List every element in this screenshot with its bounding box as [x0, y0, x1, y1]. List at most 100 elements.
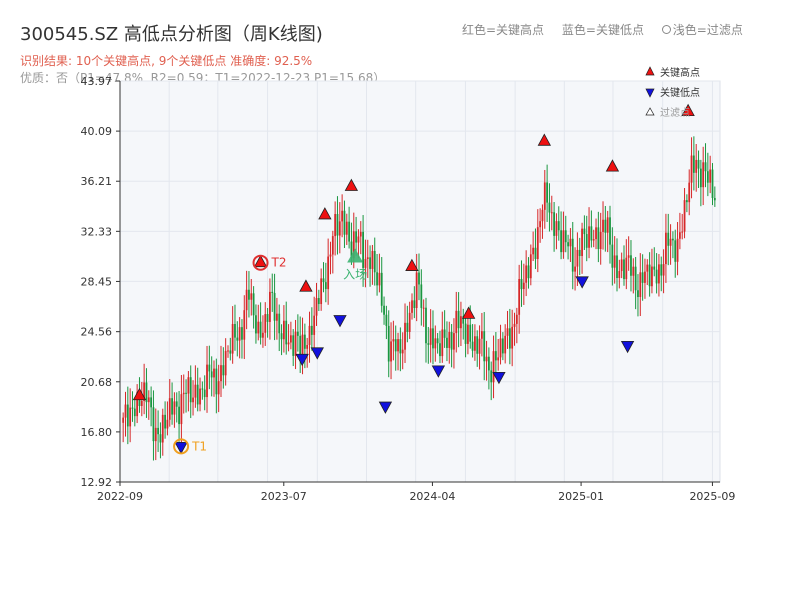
candle-body [595, 227, 597, 240]
candle-body [578, 249, 581, 257]
candle-body [623, 259, 625, 280]
candle-body [366, 257, 369, 259]
x-tick-label: 2023-07 [261, 490, 307, 503]
candle-body [658, 264, 660, 284]
candle-body [474, 336, 476, 351]
candle-body [709, 169, 712, 183]
candle-body [706, 171, 709, 183]
candle-body [699, 168, 702, 188]
candle-body [224, 350, 227, 376]
x-tick-label: 2022-09 [97, 490, 143, 503]
y-tick-label: 32.33 [81, 225, 113, 238]
candle-body [425, 307, 427, 344]
candle-body [501, 338, 504, 354]
candle-body [241, 327, 243, 340]
legend-high-icon [645, 66, 655, 76]
candle-body [548, 202, 551, 213]
candle-body [231, 324, 234, 354]
candle-body [478, 338, 481, 354]
candle-body [527, 265, 530, 279]
candle-body [394, 339, 397, 352]
candle-body [674, 240, 677, 262]
candle-body [606, 217, 609, 233]
candle-body [262, 332, 264, 338]
candle-body [420, 284, 423, 308]
candle-body [150, 397, 153, 408]
candle-body [194, 384, 197, 398]
annotation-label: T2 [271, 256, 287, 270]
candle-body [380, 272, 383, 306]
legend-filtered-icon [645, 107, 655, 116]
candle-body [683, 200, 686, 232]
key-low-marker [620, 340, 635, 354]
candle-body [588, 226, 590, 248]
candle-body [329, 254, 332, 257]
candle-body [376, 272, 378, 286]
key-high-marker [318, 207, 332, 220]
legend-blue-text: 蓝色=关键低点 [561, 23, 644, 37]
candle-body [252, 293, 255, 316]
candle-body [620, 259, 623, 272]
candle-body [518, 278, 521, 315]
candle-body [690, 155, 693, 183]
candle-body [497, 357, 500, 361]
candle-body [296, 331, 299, 336]
candle-body [453, 333, 455, 350]
candle-body [555, 221, 558, 236]
candle-body [306, 344, 309, 349]
candle-body [506, 328, 509, 336]
candle-body [681, 231, 684, 233]
annotation-ring [252, 254, 269, 271]
key-low-marker [431, 365, 446, 378]
candle-body [317, 298, 320, 305]
candle-body [217, 381, 220, 395]
candle-body [443, 329, 446, 338]
candle-body [539, 221, 542, 228]
candle-body [383, 305, 385, 315]
candle-body [280, 333, 283, 340]
candle-body [271, 291, 274, 293]
candle-body [192, 397, 194, 403]
candle-body [532, 247, 535, 255]
candle-body [287, 342, 290, 345]
candle-body [338, 221, 341, 236]
candle-body [245, 289, 248, 311]
candle-body [669, 238, 672, 246]
candle-body [331, 236, 334, 255]
candle-body [487, 356, 490, 371]
candle-body [613, 255, 616, 268]
candle-body [355, 231, 358, 243]
key-high-marker [681, 103, 695, 117]
candle-body [637, 290, 639, 298]
candle-body [196, 384, 199, 405]
candle-body [289, 335, 292, 343]
candle-body [413, 300, 416, 308]
candle-body [390, 341, 392, 362]
candle-body [404, 322, 406, 350]
candle-body [434, 338, 437, 349]
y-tick-label: 40.09 [81, 125, 113, 138]
candle-body [129, 407, 132, 427]
candle-body [585, 234, 588, 248]
candle-body [294, 331, 297, 356]
candle-body [371, 250, 374, 269]
candle-body [618, 271, 621, 279]
candle-body [131, 407, 134, 409]
candle-body [574, 266, 576, 272]
candle-body [143, 382, 146, 401]
candle-body [406, 322, 409, 332]
candle-body [385, 314, 388, 326]
candle-body [697, 159, 700, 169]
candle-body [301, 334, 304, 356]
legend-high-label: 关键高点 [660, 66, 700, 79]
key-low-marker [492, 371, 506, 385]
candle-body [429, 328, 432, 345]
candle-body [336, 214, 339, 236]
candle-body [569, 238, 572, 247]
candle-body [187, 377, 190, 394]
candle-body [439, 343, 441, 357]
candle-body [315, 298, 318, 316]
annotation-label: T1 [191, 439, 207, 453]
x-tick-label: 2025-01 [558, 490, 604, 503]
